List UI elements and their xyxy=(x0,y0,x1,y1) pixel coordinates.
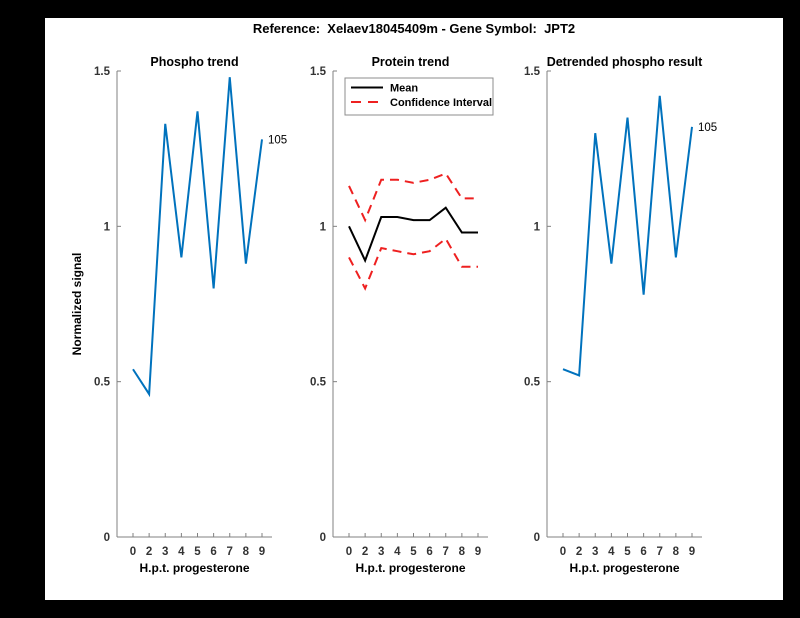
series-line-phospho-signal xyxy=(132,77,263,398)
x-tick-label: 5 xyxy=(194,546,201,558)
y-tick-label: 0.5 xyxy=(94,377,111,389)
y-tick-label: 0.5 xyxy=(310,377,327,389)
x-tick-label: 6 xyxy=(640,546,646,558)
x-tick-label: 3 xyxy=(592,546,598,558)
line-annotation: 105 xyxy=(268,134,287,146)
y-tick-label: 1.5 xyxy=(310,66,327,78)
y-tick-label: 0.5 xyxy=(524,377,541,389)
subplot-title: Phospho trend xyxy=(150,55,238,69)
x-tick-label: 8 xyxy=(673,546,680,558)
y-tick-label: 1 xyxy=(320,221,327,233)
line-annotation: 105 xyxy=(698,122,717,134)
figure-canvas: Reference: Xelaev18045409m - Gene Symbol… xyxy=(45,18,783,600)
x-tick-label: 0 xyxy=(346,546,352,558)
x-tick-label: 2 xyxy=(362,546,368,558)
x-tick-label: 5 xyxy=(410,546,417,558)
x-tick-label: 7 xyxy=(227,546,233,558)
y-tick-label: 0 xyxy=(534,532,540,544)
subplot-title: Protein trend xyxy=(372,55,450,69)
y-tick-label: 1.5 xyxy=(94,66,111,78)
x-tick-label: 9 xyxy=(475,546,481,558)
series-line-detrended-phospho-signal xyxy=(562,95,693,377)
legend-label: Mean xyxy=(390,83,418,95)
x-tick-label: 2 xyxy=(146,546,152,558)
subplot-title: Detrended phospho result xyxy=(547,55,703,69)
series-line-confidence-interval-upper xyxy=(348,172,478,223)
y-axis-label: Normalized signal xyxy=(70,253,84,356)
x-tick-label: 9 xyxy=(259,546,265,558)
x-tick-label: 6 xyxy=(210,546,216,558)
series-line-confidence-interval-lower xyxy=(348,237,478,291)
y-tick-label: 0 xyxy=(320,532,326,544)
legend-label: Confidence Interval xyxy=(390,97,492,109)
x-tick-label: 7 xyxy=(657,546,663,558)
x-tick-label: 4 xyxy=(608,546,615,558)
legend-box xyxy=(344,77,494,116)
x-tick-label: 6 xyxy=(426,546,432,558)
figure-title: Reference: Xelaev18045409m - Gene Symbol… xyxy=(252,21,576,36)
x-tick-label: 0 xyxy=(560,546,566,558)
legend: Mean Confidence Interval xyxy=(344,77,494,116)
y-tick-label: 1.5 xyxy=(524,66,541,78)
x-tick-label: 4 xyxy=(178,546,185,558)
y-tick-label: 0 xyxy=(104,532,110,544)
x-tick-label: 3 xyxy=(378,546,384,558)
y-tick-label: 1 xyxy=(534,221,541,233)
x-tick-label: 8 xyxy=(243,546,250,558)
x-tick-label: 9 xyxy=(689,546,695,558)
x-axis-label: H.p.t. progesterone xyxy=(355,561,465,575)
y-tick-label: 1 xyxy=(104,221,111,233)
x-tick-label: 2 xyxy=(576,546,582,558)
x-tick-label: 4 xyxy=(394,546,401,558)
x-tick-label: 0 xyxy=(130,546,136,558)
x-axis-label: H.p.t. progesterone xyxy=(139,561,249,575)
x-tick-label: 3 xyxy=(162,546,168,558)
x-tick-label: 5 xyxy=(624,546,631,558)
x-axis-label: H.p.t. progesterone xyxy=(569,561,679,575)
x-tick-label: 7 xyxy=(443,546,449,558)
series-line-mean xyxy=(348,206,478,264)
x-tick-label: 8 xyxy=(459,546,466,558)
